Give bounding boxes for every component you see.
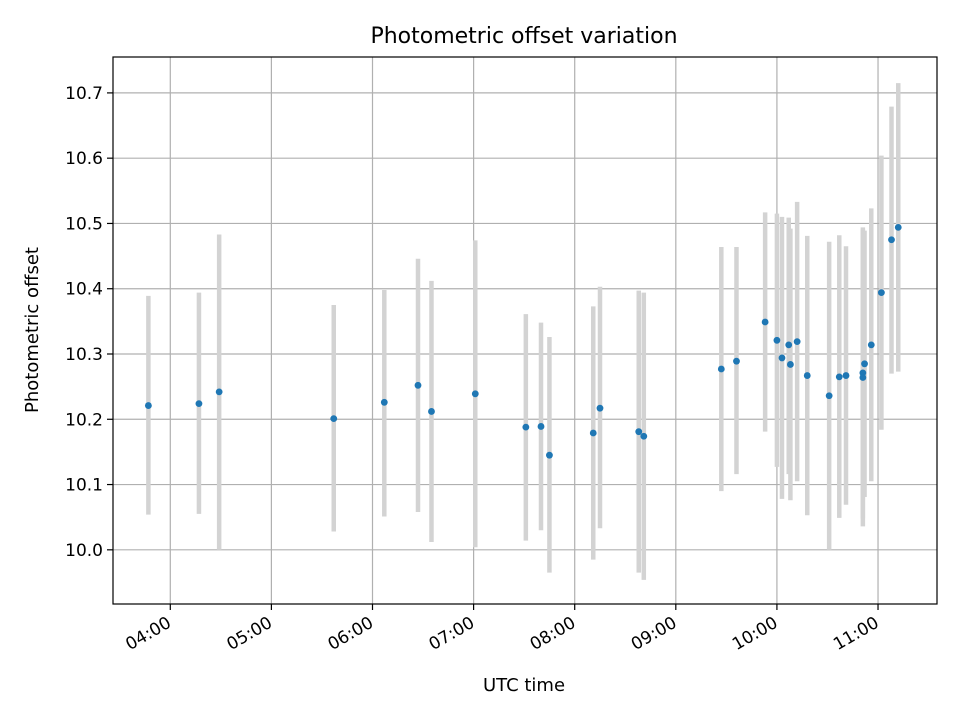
x-axis-label: UTC time xyxy=(483,675,565,696)
y-tick-label: 10.1 xyxy=(65,476,103,496)
y-tick-label: 10.5 xyxy=(65,214,103,234)
data-point xyxy=(330,415,338,423)
data-point xyxy=(861,360,868,368)
data-point xyxy=(835,373,843,381)
data-point xyxy=(778,354,786,362)
data-point xyxy=(786,361,794,368)
data-point xyxy=(522,423,530,431)
y-axis-label: Photometric offset xyxy=(22,247,43,413)
data-point xyxy=(867,341,875,349)
data-point xyxy=(803,372,811,379)
data-point xyxy=(380,398,388,406)
data-point xyxy=(414,381,422,389)
y-tick-label: 10.0 xyxy=(65,541,103,561)
data-point xyxy=(842,372,850,379)
data-point xyxy=(894,223,902,231)
data-point xyxy=(785,341,793,349)
y-tick-label: 10.7 xyxy=(65,84,103,104)
data-point xyxy=(596,404,604,412)
data-point xyxy=(717,365,725,373)
data-point xyxy=(888,236,895,244)
data-point xyxy=(859,374,867,381)
data-point xyxy=(546,451,553,459)
y-tick-label: 10.4 xyxy=(65,280,103,300)
data-point xyxy=(773,336,781,344)
data-point xyxy=(761,318,769,326)
chart-title: Photometric offset variation xyxy=(370,24,677,49)
tick-layer: 04:00 05:00 06:00 07:00 08:00 09:00 10:00 11:00… xyxy=(65,84,882,655)
data-point xyxy=(428,408,435,415)
data-point-layer xyxy=(144,223,902,459)
data-point xyxy=(215,388,223,396)
data-point xyxy=(877,289,885,297)
y-tick-label: 10.3 xyxy=(65,345,103,365)
data-point xyxy=(144,402,152,409)
data-point xyxy=(471,390,479,398)
data-point xyxy=(537,423,545,430)
data-point xyxy=(793,338,801,345)
data-point xyxy=(733,357,740,365)
y-tick-label: 10.6 xyxy=(65,149,103,169)
data-point xyxy=(589,429,597,437)
data-point xyxy=(640,432,648,440)
data-point xyxy=(825,392,833,400)
data-point xyxy=(635,428,643,436)
plot-frame xyxy=(112,56,938,605)
grid-layer xyxy=(113,57,937,604)
data-point xyxy=(195,400,203,408)
y-tick-label: 10.2 xyxy=(65,410,103,430)
